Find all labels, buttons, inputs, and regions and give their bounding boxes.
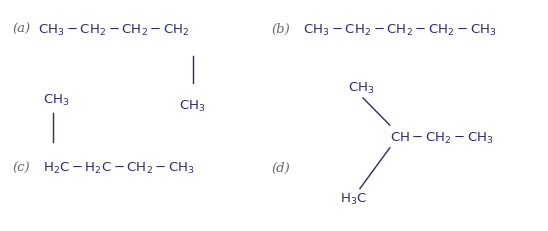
Text: (b): (b) <box>271 23 290 36</box>
Text: $\mathregular{CH - CH_2 - CH_3}$: $\mathregular{CH - CH_2 - CH_3}$ <box>390 131 494 146</box>
Text: $\mathregular{H_3C}$: $\mathregular{H_3C}$ <box>340 191 367 207</box>
Text: $\mathregular{CH_3}$: $\mathregular{CH_3}$ <box>347 81 374 96</box>
Text: $\mathregular{H_2C - H_2C- CH_2 - CH_3}$: $\mathregular{H_2C - H_2C- CH_2 - CH_3}$ <box>43 160 195 175</box>
Text: $\mathregular{CH_3}$: $\mathregular{CH_3}$ <box>43 92 70 107</box>
Text: (c): (c) <box>13 161 30 174</box>
Text: $\mathregular{CH_3}$: $\mathregular{CH_3}$ <box>179 99 206 114</box>
Text: (a): (a) <box>13 23 31 36</box>
Text: (d): (d) <box>271 161 290 174</box>
Text: $\mathregular{CH_3 - CH_2 - CH_2 - CH_2 - CH_3}$: $\mathregular{CH_3 - CH_2 - CH_2 - CH_2 … <box>303 22 497 37</box>
Text: $\mathregular{CH_3 - CH_2 - CH_2 - CH_2}$: $\mathregular{CH_3 - CH_2 - CH_2 - CH_2}… <box>37 22 189 37</box>
